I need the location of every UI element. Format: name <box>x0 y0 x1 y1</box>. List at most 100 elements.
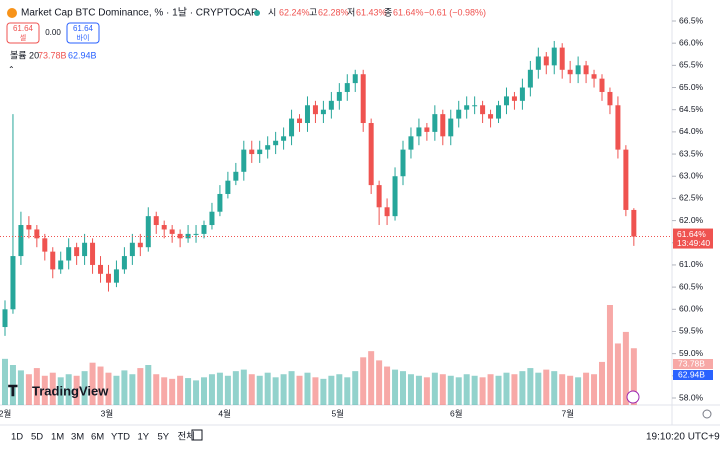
candle-body <box>50 251 56 270</box>
settings-icon[interactable] <box>702 409 712 419</box>
candle-body <box>456 109 462 119</box>
volume-ma-tag <box>673 370 713 380</box>
volume-bar <box>423 377 430 405</box>
status-dot <box>254 10 260 16</box>
range-button[interactable]: 1D <box>11 432 23 443</box>
volume-ma-tag-label: 62.94B <box>678 369 705 379</box>
candle-body <box>607 91 613 106</box>
candle-body <box>631 209 637 237</box>
volume-bar <box>208 374 215 405</box>
candle-body <box>304 105 310 124</box>
range-button[interactable]: 1M <box>51 432 64 443</box>
y-tick-label: 62.5% <box>679 193 704 203</box>
volume-bar <box>439 374 446 405</box>
volume-bar <box>232 371 239 405</box>
range-button[interactable]: YTD <box>111 432 130 443</box>
collapse-icon[interactable]: ⌃ <box>8 65 15 74</box>
volume-bar <box>97 366 104 405</box>
clock: 19:10:20 UTC+9 <box>646 432 720 443</box>
y-tick-label: 61.0% <box>679 259 704 269</box>
candle-body <box>233 171 239 181</box>
y-tick-label: 62.0% <box>679 215 704 225</box>
y-tick-label: 58.0% <box>679 392 704 402</box>
candle-body <box>42 238 48 252</box>
countdown: 13:49:40 <box>677 238 710 248</box>
volume-bar <box>376 360 383 405</box>
buy-button[interactable] <box>66 22 100 44</box>
volume-bar <box>312 377 319 405</box>
range-button[interactable]: 5D <box>31 432 43 443</box>
candle-body <box>241 149 247 172</box>
volume-bar <box>535 372 542 405</box>
range-button[interactable]: 6M <box>91 432 104 443</box>
volume-bar <box>487 374 494 405</box>
range-button[interactable]: 3M <box>71 432 84 443</box>
y-tick-label: 59.0% <box>679 348 704 358</box>
volume-bar <box>352 371 359 405</box>
volume-bar <box>479 377 486 405</box>
sell-price: 61.64 <box>13 24 34 33</box>
y-tick-label: 63.0% <box>679 170 704 180</box>
candle-body <box>551 47 557 66</box>
volume-bar <box>2 358 8 405</box>
l-value: 61.43% <box>356 7 387 17</box>
candle-body <box>161 225 167 230</box>
y-tick-label: 66.5% <box>679 15 704 25</box>
candle-body <box>384 207 390 217</box>
volume-bar <box>551 371 558 405</box>
volume-tag <box>673 359 713 369</box>
candle-body <box>105 273 111 283</box>
volume-bar <box>65 374 72 405</box>
y-tick-label: 65.0% <box>679 82 704 92</box>
c-label: 종 <box>384 7 392 17</box>
candle-body <box>352 74 358 84</box>
h-value: 62.28% <box>318 7 349 17</box>
x-tick-label: 7월 <box>561 408 574 418</box>
candle-body <box>289 118 295 137</box>
alert-icon[interactable] <box>626 390 640 404</box>
volume-bar <box>49 372 56 405</box>
candle-body <box>480 105 486 115</box>
volume-bar <box>17 370 24 405</box>
volume-bar <box>599 361 605 405</box>
candle-body <box>153 216 159 226</box>
candle-body <box>137 242 143 248</box>
y-tick-label: 63.5% <box>679 148 704 158</box>
candle-body <box>496 105 502 119</box>
volume-bar <box>153 374 160 405</box>
volume-bar <box>280 374 287 405</box>
candle-body <box>201 225 207 234</box>
volume-bar <box>33 368 40 405</box>
volume-bar <box>121 370 128 405</box>
spread: 0.00 <box>45 28 61 37</box>
volume-bar <box>455 377 462 405</box>
candle-body <box>424 127 430 132</box>
volume-bar <box>368 351 375 405</box>
volume-bar <box>264 372 271 405</box>
volume-bar <box>575 377 582 405</box>
date-range-icon[interactable] <box>191 429 203 441</box>
candle-body <box>615 105 621 150</box>
y-tick-label: 64.0% <box>679 126 704 136</box>
candle-body <box>591 74 597 79</box>
sell-button[interactable] <box>6 22 40 44</box>
volume-bar <box>511 374 518 405</box>
volume-bar <box>240 369 247 405</box>
volume-bar <box>519 371 526 405</box>
y-tick-label: 66.0% <box>679 37 704 47</box>
candle-body <box>193 233 199 235</box>
y-tick-label: 60.0% <box>679 304 704 314</box>
volume-bar <box>415 375 422 405</box>
volume-bar <box>161 377 168 405</box>
candle-body <box>392 176 398 217</box>
range-button[interactable]: 전체 <box>178 432 195 443</box>
volume-bar <box>89 362 96 405</box>
candle-body <box>2 309 8 328</box>
candle-body <box>368 123 374 186</box>
range-button[interactable]: 5Y <box>158 432 170 443</box>
candle-body <box>408 136 414 150</box>
o-value: 62.24% <box>279 7 310 17</box>
volume-bar <box>272 377 279 405</box>
volume-bar <box>431 372 438 405</box>
range-button[interactable]: 1Y <box>138 432 150 443</box>
